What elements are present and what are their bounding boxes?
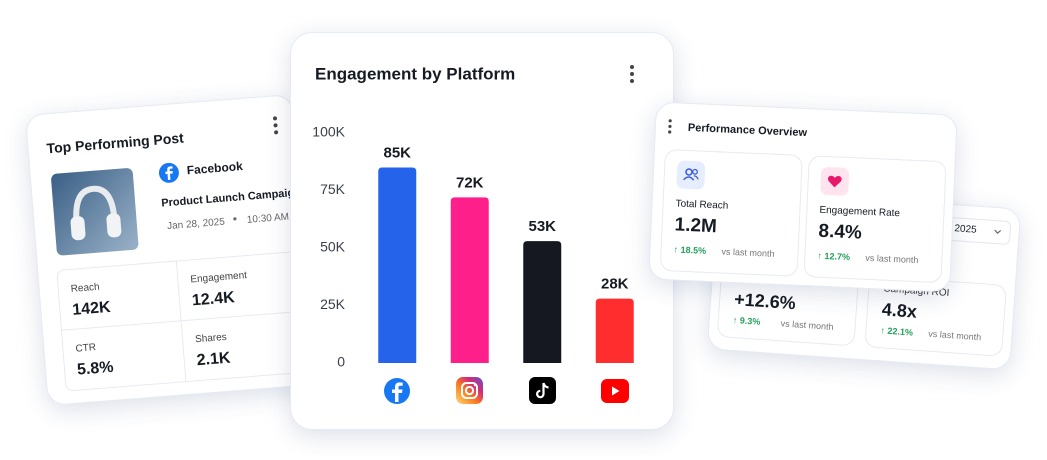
value-label: 53K xyxy=(528,218,556,235)
heart-glyph xyxy=(827,175,842,188)
comparison: vs last month xyxy=(780,318,834,332)
metric-label: Engagement xyxy=(189,270,248,286)
bar xyxy=(450,197,489,363)
value-label: 72K xyxy=(456,174,484,191)
value-label: 85K xyxy=(383,144,411,161)
change-value: 22.1% xyxy=(887,325,914,338)
facebook-icon xyxy=(384,378,410,404)
metric-value: 2.1K xyxy=(196,349,232,370)
menu-button[interactable] xyxy=(630,65,634,83)
card-title: Top Performing Post xyxy=(46,129,185,157)
metric-value: 142K xyxy=(71,298,112,319)
change-value: 12.7% xyxy=(824,250,851,263)
metric-label: Engagement Rate xyxy=(819,204,901,220)
y-tick-label: 25K xyxy=(320,296,346,312)
comparison: vs last month xyxy=(721,246,775,259)
post-title: Product Launch Campaign xyxy=(160,186,302,210)
performance-card: Performance Overview Total Reach 1.2M ↑ … xyxy=(648,101,958,293)
menu-button[interactable] xyxy=(272,116,279,137)
users-glyph xyxy=(683,168,699,181)
bar xyxy=(378,167,417,363)
y-tick-label: 0 xyxy=(337,354,345,370)
change: ↑ 9.3% xyxy=(732,314,761,327)
y-tick-label: 75K xyxy=(320,181,346,197)
y-tick-label: 100K xyxy=(312,124,345,140)
change: ↑ 12.7% xyxy=(817,250,851,263)
post-time: 10:30 AM xyxy=(246,211,290,226)
date-picker[interactable]: 31, 2025 xyxy=(927,215,1012,246)
metric-label: Reach xyxy=(70,281,101,295)
bar xyxy=(595,298,634,363)
bar xyxy=(523,241,562,363)
value-label: 28K xyxy=(601,276,629,293)
chart-title: Engagement by Platform xyxy=(315,64,515,83)
metric-box: Total Reach 1.2M ↑ 18.5% vs last month xyxy=(659,148,803,277)
metric-label: Total Reach xyxy=(675,198,729,212)
post-date: Jan 28, 2025 xyxy=(166,216,226,233)
metric-value: 8.4% xyxy=(818,220,863,244)
metric-box: Engagement Rate 8.4% ↑ 12.7% vs last mon… xyxy=(803,155,947,284)
change: ↑ 18.5% xyxy=(673,244,707,256)
comparison: vs last month xyxy=(865,252,919,266)
growth-card: 31, 2025 Audience Growth +12.6% ↑ 9.3% v… xyxy=(706,187,1022,371)
change: ↑ 22.1% xyxy=(880,325,914,338)
tiktok-icon xyxy=(529,377,556,404)
chart-card: Engagement by Platform 0 25K 50K 75K 100K 85K… xyxy=(290,32,674,430)
y-tick-label: 50K xyxy=(320,239,346,255)
menu-button[interactable] xyxy=(668,119,672,136)
card-title: Performance Overview xyxy=(687,121,808,140)
platform-name: Facebook xyxy=(186,159,244,178)
post-image xyxy=(50,167,139,256)
instagram-icon xyxy=(456,377,483,404)
heart-icon xyxy=(820,166,850,196)
chevron xyxy=(994,229,1002,235)
headphones xyxy=(70,185,122,241)
metric-value: +12.6% xyxy=(733,289,797,314)
metric-value: 4.8x xyxy=(881,299,918,322)
facebook-icon xyxy=(158,162,179,183)
metric-cell: CTR 5.8% xyxy=(60,320,188,392)
metric-value: 12.4K xyxy=(191,289,236,310)
youtube-icon xyxy=(601,379,629,403)
metric-label: Shares xyxy=(194,331,228,346)
change-value: 18.5% xyxy=(680,244,707,256)
metric-value: 1.2M xyxy=(674,214,718,238)
comparison: vs last month xyxy=(927,328,982,343)
metric-label: CTR xyxy=(75,342,97,355)
chart: Engagement by Platform 0 25K 50K 75K 100K 85K… xyxy=(312,64,634,404)
separator: • xyxy=(232,211,238,226)
change-value: 9.3% xyxy=(739,315,761,327)
top-post-card: Top Performing Post Facebook Product Lau… xyxy=(24,93,316,407)
reach-icon xyxy=(676,160,706,190)
metric-value: 5.8% xyxy=(76,358,115,379)
